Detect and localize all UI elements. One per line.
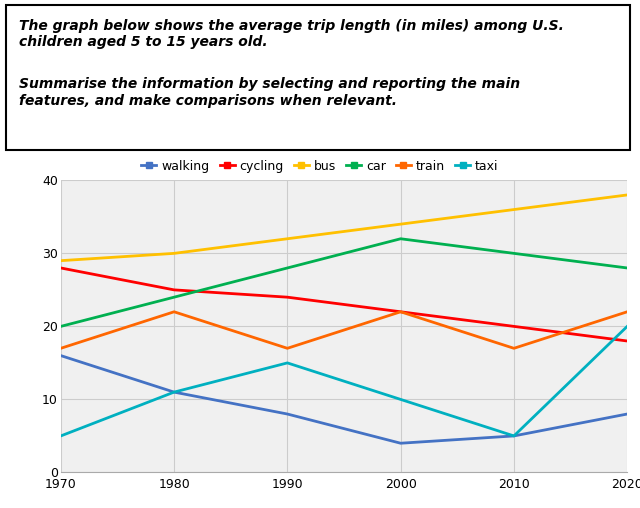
car (284, 265, 291, 271)
walking (284, 411, 291, 417)
taxi (57, 433, 65, 439)
walking (170, 389, 178, 395)
Legend: walking, cycling, bus, car, train, taxi: walking, cycling, bus, car, train, taxi (136, 155, 504, 178)
Line: walking: walking (61, 356, 627, 443)
walking (623, 411, 631, 417)
cycling (170, 287, 178, 293)
Line: taxi: taxi (61, 326, 627, 436)
Line: train: train (61, 312, 627, 348)
cycling (57, 265, 65, 271)
bus (57, 258, 65, 264)
taxi (170, 389, 178, 395)
Line: bus: bus (61, 195, 627, 261)
car (57, 323, 65, 329)
walking (57, 353, 65, 359)
car (623, 265, 631, 271)
cycling (510, 323, 518, 329)
bus (397, 221, 404, 227)
taxi (510, 433, 518, 439)
Text: Summarise the information by selecting and reporting the main
features, and make: Summarise the information by selecting a… (19, 78, 520, 108)
train (510, 345, 518, 352)
taxi (397, 396, 404, 402)
taxi (623, 323, 631, 329)
bus (284, 236, 291, 242)
train (623, 309, 631, 315)
Line: cycling: cycling (61, 268, 627, 341)
walking (510, 433, 518, 439)
taxi (284, 360, 291, 366)
FancyBboxPatch shape (6, 5, 630, 150)
train (284, 345, 291, 352)
car (397, 236, 404, 242)
Line: car: car (61, 239, 627, 326)
walking (397, 440, 404, 446)
cycling (623, 338, 631, 344)
Text: The graph below shows the average trip length (in miles) among U.S.
children age: The graph below shows the average trip l… (19, 19, 564, 49)
train (397, 309, 404, 315)
cycling (284, 294, 291, 300)
train (170, 309, 178, 315)
bus (170, 250, 178, 257)
bus (623, 192, 631, 198)
car (510, 250, 518, 257)
bus (510, 206, 518, 212)
cycling (397, 309, 404, 315)
car (170, 294, 178, 300)
train (57, 345, 65, 352)
